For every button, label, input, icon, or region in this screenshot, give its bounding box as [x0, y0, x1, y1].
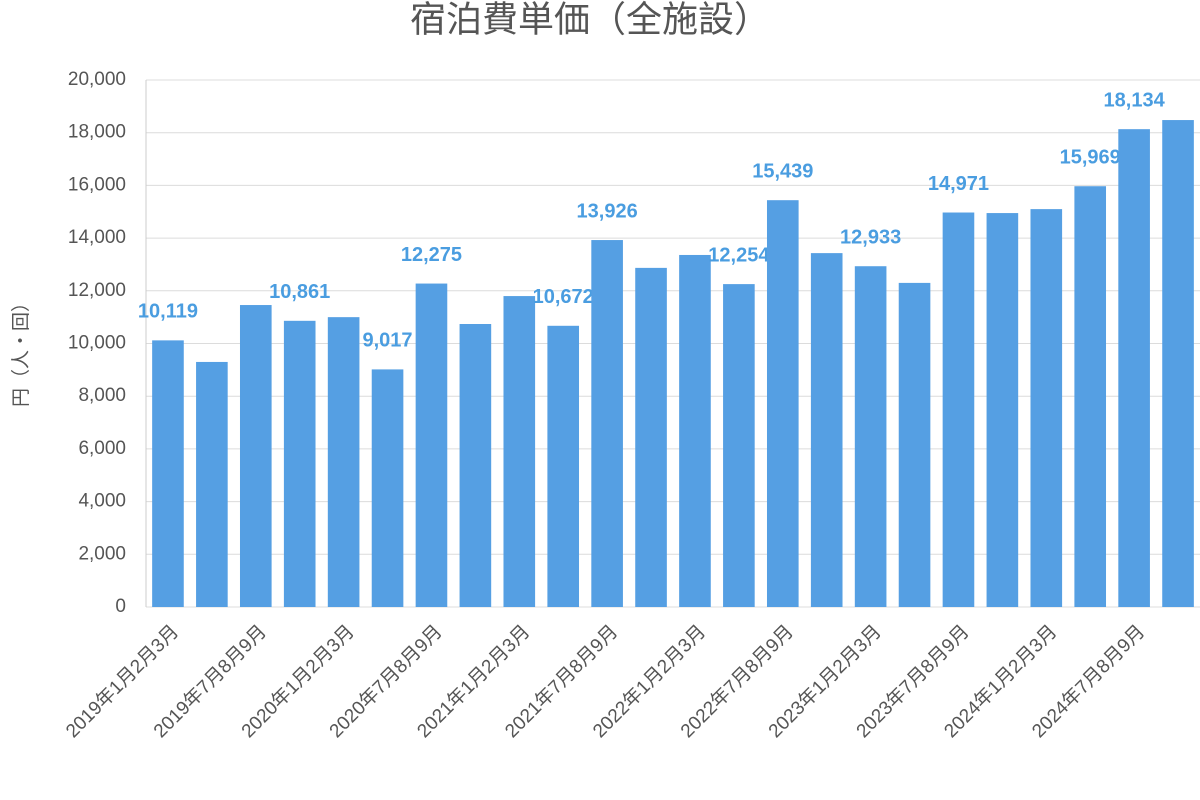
bar — [1030, 209, 1063, 608]
y-tick-label: 10,000 — [68, 333, 126, 354]
bar — [547, 325, 580, 607]
y-tick-label: 6,000 — [78, 438, 126, 459]
data-label: 15,439 — [752, 160, 813, 182]
data-label: 12,254 — [708, 244, 770, 266]
data-label: 12,933 — [840, 226, 901, 248]
bar — [1162, 120, 1194, 607]
y-tick-label: 20,000 — [68, 69, 126, 90]
data-label: 14,971 — [928, 173, 989, 195]
bar — [635, 267, 667, 607]
data-label: 13,926 — [577, 200, 638, 222]
bar — [503, 296, 536, 607]
bar — [854, 266, 887, 607]
bar — [239, 305, 272, 607]
bar — [766, 200, 799, 607]
data-label: 15,969 — [1060, 146, 1121, 168]
chart-title: 宿泊費単価（全施設） — [410, 0, 770, 40]
bar — [327, 317, 360, 607]
y-tick-label: 14,000 — [68, 227, 126, 248]
bar — [196, 361, 228, 607]
bar — [679, 254, 711, 608]
bar — [723, 284, 755, 607]
y-axis-title: 円（人・回） — [10, 293, 32, 407]
data-label: 9,017 — [363, 330, 413, 352]
bar — [591, 240, 623, 607]
bar — [986, 213, 1019, 607]
bar — [371, 369, 404, 607]
data-label: 18,134 — [1104, 89, 1166, 111]
y-tick-label: 12,000 — [68, 280, 126, 301]
data-label: 10,119 — [138, 301, 198, 323]
bar — [459, 324, 492, 607]
data-label: 12,275 — [401, 244, 462, 266]
data-label: 10,672 — [533, 286, 594, 308]
y-tick-label: 0 — [115, 596, 126, 617]
bar — [942, 212, 975, 607]
bar — [415, 283, 448, 607]
bar — [283, 320, 316, 607]
bar — [1118, 129, 1150, 607]
y-tick-label: 2,000 — [78, 543, 126, 564]
bar — [152, 340, 184, 607]
bar — [1074, 186, 1107, 607]
y-tick-label: 8,000 — [78, 385, 126, 406]
bar — [898, 282, 931, 607]
bar — [810, 253, 843, 607]
y-tick-label: 16,000 — [68, 174, 126, 195]
y-tick-label: 18,000 — [68, 122, 126, 143]
data-label: 10,861 — [269, 281, 330, 303]
y-tick-label: 4,000 — [78, 491, 126, 512]
